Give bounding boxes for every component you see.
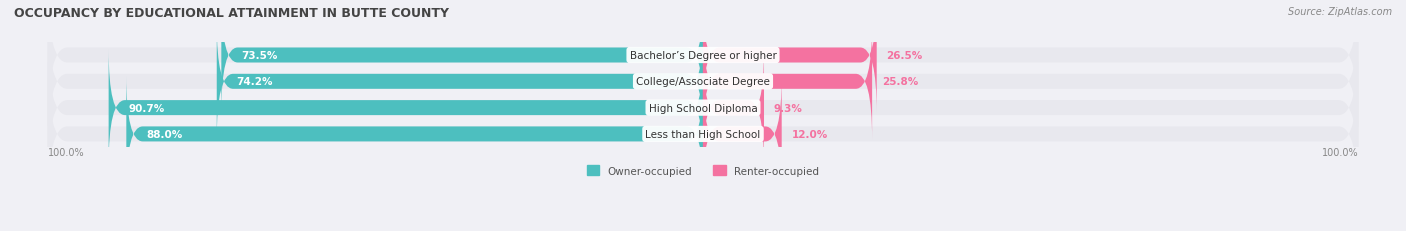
Text: 88.0%: 88.0% [146, 129, 183, 139]
Text: Less than High School: Less than High School [645, 129, 761, 139]
FancyBboxPatch shape [217, 24, 703, 140]
Text: 100.0%: 100.0% [48, 147, 84, 157]
Text: Bachelor’s Degree or higher: Bachelor’s Degree or higher [630, 51, 776, 61]
Text: 25.8%: 25.8% [882, 77, 918, 87]
Text: College/Associate Degree: College/Associate Degree [636, 77, 770, 87]
FancyBboxPatch shape [127, 76, 703, 192]
FancyBboxPatch shape [48, 63, 1358, 205]
FancyBboxPatch shape [48, 11, 1358, 153]
FancyBboxPatch shape [703, 0, 877, 114]
Text: 9.3%: 9.3% [773, 103, 803, 113]
Text: 26.5%: 26.5% [886, 51, 922, 61]
FancyBboxPatch shape [703, 24, 872, 140]
FancyBboxPatch shape [48, 0, 1358, 127]
Text: 100.0%: 100.0% [1322, 147, 1358, 157]
Text: 12.0%: 12.0% [792, 129, 828, 139]
Text: High School Diploma: High School Diploma [648, 103, 758, 113]
FancyBboxPatch shape [108, 50, 703, 166]
FancyBboxPatch shape [703, 76, 782, 192]
Text: 90.7%: 90.7% [128, 103, 165, 113]
Text: Source: ZipAtlas.com: Source: ZipAtlas.com [1288, 7, 1392, 17]
FancyBboxPatch shape [221, 0, 703, 114]
Text: OCCUPANCY BY EDUCATIONAL ATTAINMENT IN BUTTE COUNTY: OCCUPANCY BY EDUCATIONAL ATTAINMENT IN B… [14, 7, 449, 20]
Text: 74.2%: 74.2% [236, 77, 273, 87]
Text: 73.5%: 73.5% [240, 51, 277, 61]
FancyBboxPatch shape [703, 50, 763, 166]
Legend: Owner-occupied, Renter-occupied: Owner-occupied, Renter-occupied [583, 163, 823, 179]
FancyBboxPatch shape [48, 37, 1358, 179]
